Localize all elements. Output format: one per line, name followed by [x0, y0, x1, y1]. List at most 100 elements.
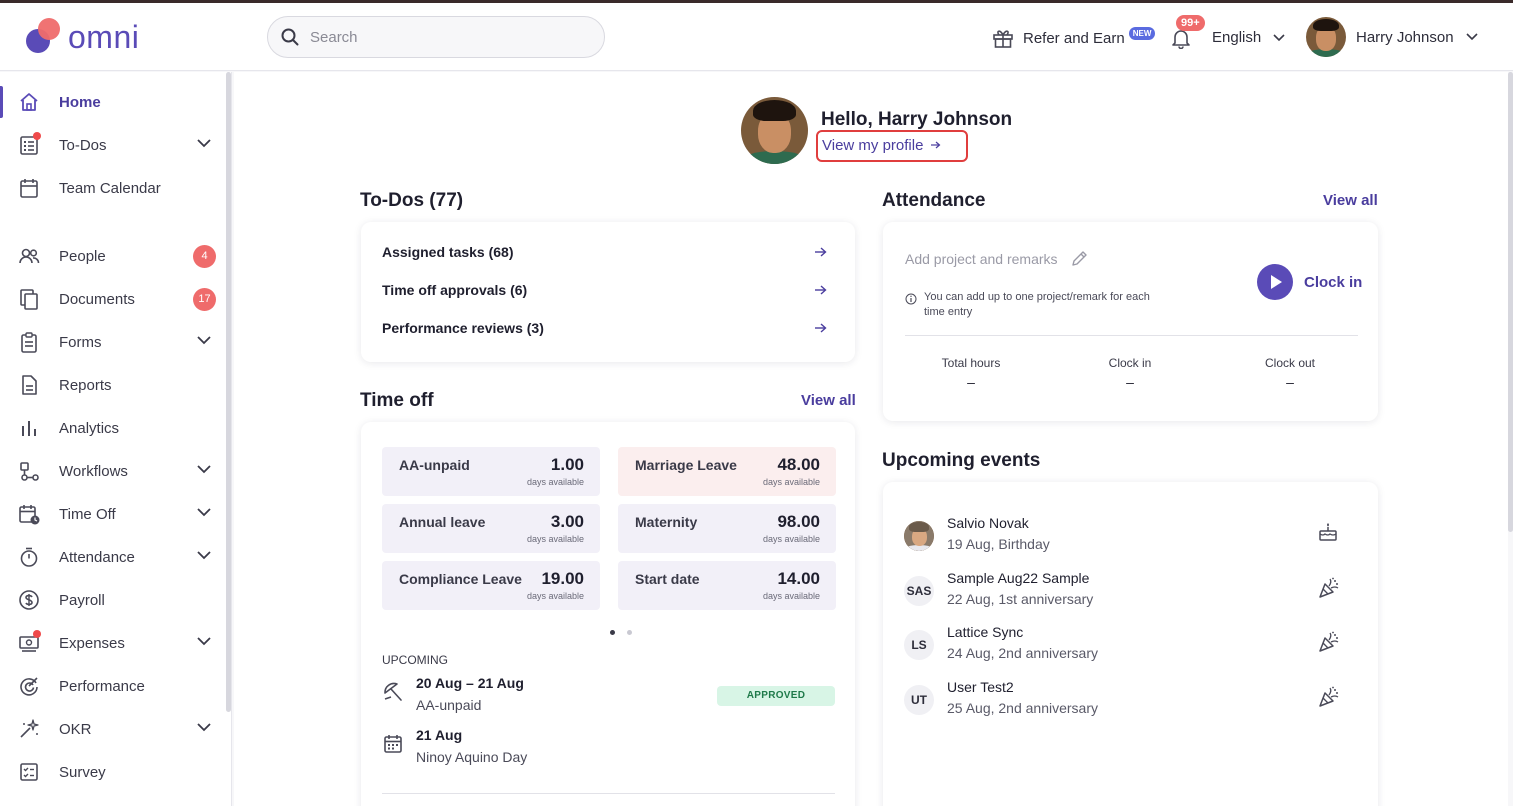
language-selector[interactable]: English	[1212, 29, 1285, 46]
sidebar-item-documents[interactable]: Documents 17	[0, 281, 226, 317]
leave-type: Start date	[635, 571, 700, 587]
sidebar-item-expenses[interactable]: Expenses	[0, 625, 226, 661]
sidebar-item-label: Workflows	[59, 463, 128, 480]
leave-balance-value: 14.00	[777, 569, 820, 588]
carousel-dots[interactable]	[604, 622, 638, 640]
column-value: –	[1126, 374, 1134, 390]
user-name: Harry Johnson	[1356, 28, 1454, 46]
sidebar-item-attendance[interactable]: Attendance	[0, 539, 226, 575]
todo-row-assigned-tasks[interactable]: Assigned tasks (68)	[382, 244, 827, 266]
time-off-title: Time off	[360, 390, 434, 411]
sidebar-item-performance[interactable]: Performance	[0, 668, 226, 704]
sidebar-item-people[interactable]: People 4	[0, 238, 226, 274]
search-box[interactable]	[267, 16, 605, 58]
todo-row-label: Performance reviews (3)	[382, 320, 544, 336]
time-off-view-all-link[interactable]: View all	[801, 392, 856, 409]
clipboard-icon	[21, 332, 37, 353]
view-profile-link[interactable]: View my profile	[816, 130, 968, 162]
leave-balance-sub: days available	[526, 534, 584, 544]
search-input[interactable]	[310, 25, 590, 49]
event-person-name: Salvio Novak	[947, 515, 1029, 531]
initials-avatar: SAS	[904, 576, 934, 606]
column-header: Total hours	[941, 356, 1001, 370]
todo-row-time-off-approvals[interactable]: Time off approvals (6)	[382, 282, 827, 304]
chevron-down-icon[interactable]	[197, 139, 211, 148]
event-item[interactable]: UT User Test2 25 Aug, 2nd anniversary	[904, 679, 1344, 725]
sidebar-item-forms[interactable]: Forms	[0, 324, 226, 360]
chevron-down-icon[interactable]	[197, 465, 211, 474]
upcoming-type: AA-unpaid	[416, 697, 482, 713]
sparkle-icon	[20, 719, 39, 738]
leave-balance-value: 3.00	[550, 512, 584, 531]
carousel-dot[interactable]	[610, 630, 615, 635]
sidebar-item-time-off[interactable]: Time Off	[0, 496, 226, 532]
notification-dot	[33, 132, 41, 140]
sidebar-item-to-dos[interactable]: To-Dos	[0, 127, 226, 163]
chevron-down-icon[interactable]	[197, 637, 211, 646]
stopwatch-icon	[20, 547, 38, 567]
event-detail: 24 Aug, 2nd anniversary	[947, 645, 1098, 661]
event-detail: 25 Aug, 2nd anniversary	[947, 700, 1098, 716]
sidebar-item-survey[interactable]: Survey	[0, 754, 226, 790]
main-scrollbar[interactable]	[1508, 72, 1513, 532]
event-item[interactable]: LS Lattice Sync 24 Aug, 2nd anniversary	[904, 624, 1344, 670]
sidebar-item-label: Analytics	[59, 420, 120, 437]
add-project-placeholder: Add project and remarks	[905, 251, 1058, 267]
gift-icon	[993, 30, 1013, 48]
chevron-down-icon[interactable]	[197, 723, 211, 732]
sidebar-item-okr[interactable]: OKR	[0, 711, 226, 747]
leave-balance-tile[interactable]: Compliance Leave 19.00 days available	[382, 561, 600, 610]
leave-balance-sub: days available	[526, 477, 584, 487]
leave-balance-value: 1.00	[550, 455, 584, 474]
time-off-card: AA-unpaid 1.00 days available Marriage Leav…	[361, 422, 855, 806]
clock-out-column: Clock out –	[1230, 356, 1350, 390]
sidebar-item-label: Survey	[59, 764, 106, 781]
upcoming-type: Ninoy Aquino Day	[416, 749, 528, 765]
leave-type: Annual leave	[399, 514, 486, 530]
sidebar-scrollbar[interactable]	[226, 72, 231, 712]
leave-balance-tile[interactable]: Annual leave 3.00 days available	[382, 504, 600, 553]
chevron-down-icon[interactable]	[197, 508, 211, 517]
chevron-down-icon[interactable]	[197, 551, 211, 560]
sidebar-item-team-calendar[interactable]: Team Calendar	[0, 170, 226, 206]
bell-icon[interactable]	[1170, 27, 1192, 49]
workflow-icon	[20, 462, 39, 481]
sidebar-item-label: People	[59, 248, 106, 265]
pencil-icon[interactable]	[1070, 250, 1088, 268]
column-value: –	[1286, 374, 1294, 390]
sidebar-item-analytics[interactable]: Analytics	[0, 410, 226, 446]
sidebar-item-label: Team Calendar	[59, 180, 161, 197]
sidebar-item-reports[interactable]: Reports	[0, 367, 226, 403]
attendance-view-all-link[interactable]: View all	[1323, 192, 1378, 209]
leave-balance-tile[interactable]: Start date 14.00 days available	[618, 561, 836, 610]
add-project-remarks-field[interactable]: Add project and remarks	[905, 250, 1088, 268]
omni-logo[interactable]: omni	[24, 17, 164, 57]
leave-balance-tile[interactable]: Maternity 98.00 days available	[618, 504, 836, 553]
chevron-down-icon[interactable]	[197, 336, 211, 345]
calendar-icon	[20, 179, 38, 198]
sidebar-item-home[interactable]: Home	[0, 84, 226, 120]
initials-avatar: LS	[904, 630, 934, 660]
leave-balance-value: 98.00	[777, 512, 820, 531]
clock-in-button[interactable]: Clock in	[1257, 264, 1362, 300]
notification-dot	[33, 630, 41, 638]
leave-balance-tile[interactable]: AA-unpaid 1.00 days available	[382, 447, 600, 496]
attendance-card: Add project and remarks You can add up t…	[883, 222, 1378, 421]
event-person-name: Lattice Sync	[947, 624, 1024, 640]
sidebar-item-workflows[interactable]: Workflows	[0, 453, 226, 489]
upcoming-events-title: Upcoming events	[882, 450, 1041, 471]
carousel-dot[interactable]	[627, 630, 632, 635]
holiday-calendar-icon	[384, 735, 402, 753]
sidebar-item-label: Time Off	[59, 506, 116, 523]
event-person-name: User Test2	[947, 679, 1014, 695]
refer-and-earn-link[interactable]: Refer and Earn NEW	[992, 26, 1156, 49]
todo-row-performance-reviews[interactable]: Performance reviews (3)	[382, 320, 827, 342]
person-avatar	[904, 521, 934, 551]
event-item[interactable]: SAS Sample Aug22 Sample 22 Aug, 1st annive…	[904, 570, 1344, 616]
bar-chart-icon	[22, 421, 36, 436]
view-profile-label: View my profile	[822, 137, 924, 154]
sidebar-item-payroll[interactable]: Payroll	[0, 582, 226, 618]
event-item[interactable]: Salvio Novak 19 Aug, Birthday	[904, 515, 1344, 561]
leave-balance-tile[interactable]: Marriage Leave 48.00 days available	[618, 447, 836, 496]
user-menu[interactable]: Harry Johnson	[1306, 17, 1478, 57]
